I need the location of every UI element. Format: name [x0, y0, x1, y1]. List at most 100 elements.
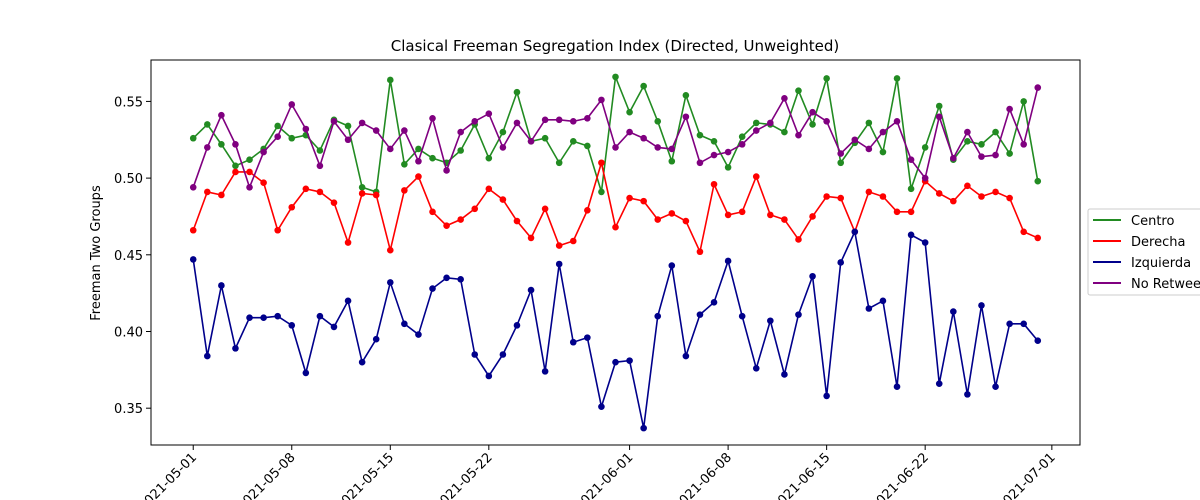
data-point	[189, 184, 197, 191]
data-point	[443, 274, 450, 282]
data-point	[837, 194, 845, 202]
data-point	[612, 144, 619, 151]
data-point	[724, 164, 732, 171]
data-point	[513, 322, 521, 329]
data-point	[584, 207, 591, 214]
data-point	[964, 182, 971, 190]
data-point	[795, 311, 802, 318]
data-point	[204, 188, 211, 196]
data-point	[344, 136, 352, 144]
data-point	[738, 312, 746, 320]
data-point	[485, 154, 493, 162]
data-point	[401, 161, 408, 168]
data-point	[541, 134, 549, 142]
data-point	[429, 208, 436, 216]
data-point	[668, 157, 676, 165]
data-point	[316, 162, 324, 170]
data-point	[246, 168, 253, 176]
data-point	[654, 312, 662, 320]
data-point	[189, 256, 197, 263]
data-point	[1006, 194, 1013, 202]
data-point	[189, 226, 197, 234]
data-point	[232, 141, 239, 148]
data-point	[1020, 228, 1027, 236]
x-tick-label: 2021-06-15	[769, 450, 833, 500]
data-point	[964, 391, 971, 398]
data-point	[865, 145, 873, 153]
data-point	[302, 185, 310, 193]
data-point	[246, 314, 253, 321]
data-point	[1020, 98, 1027, 105]
data-point	[668, 210, 676, 217]
data-point	[682, 352, 690, 360]
data-point	[471, 118, 479, 125]
data-point	[471, 205, 479, 213]
data-point	[358, 190, 366, 197]
x-tick-label: 2021-05-15	[333, 450, 397, 500]
data-point	[274, 226, 281, 234]
data-point	[401, 187, 408, 194]
data-point	[626, 108, 633, 116]
data-point	[541, 368, 549, 375]
data-point	[795, 236, 802, 243]
data-point	[274, 122, 281, 130]
data-point	[640, 134, 647, 142]
data-point	[696, 131, 704, 139]
legend-box	[1087, 208, 1200, 296]
data-point	[795, 87, 802, 94]
data-point	[513, 88, 521, 96]
data-point	[879, 297, 887, 305]
data-point	[809, 108, 816, 116]
data-point	[232, 168, 239, 176]
y-tick-label: 0.35	[114, 402, 143, 417]
data-point	[921, 174, 929, 182]
data-point	[781, 371, 788, 378]
data-point	[781, 216, 788, 223]
data-point	[865, 305, 873, 312]
data-point	[344, 239, 352, 246]
data-point	[288, 134, 296, 142]
y-tick-label: 0.45	[114, 249, 143, 264]
data-point	[654, 216, 662, 223]
data-point	[809, 272, 816, 280]
data-point	[471, 351, 479, 358]
data-point	[935, 190, 943, 197]
data-point	[372, 335, 380, 343]
data-point	[598, 96, 605, 104]
data-point	[457, 128, 464, 136]
data-point	[330, 199, 338, 206]
data-point	[837, 159, 845, 167]
data-point	[1020, 320, 1027, 328]
data-point	[569, 137, 577, 145]
data-point	[767, 317, 774, 325]
data-point	[415, 157, 422, 165]
data-point	[288, 203, 296, 211]
data-point	[555, 116, 563, 124]
series-derecha	[189, 159, 1042, 256]
data-point	[809, 121, 816, 128]
data-point	[218, 141, 225, 148]
data-point	[344, 297, 352, 305]
data-point	[204, 144, 211, 151]
data-point	[443, 222, 450, 229]
data-point	[879, 148, 887, 156]
data-point	[964, 137, 971, 145]
data-point	[992, 128, 999, 136]
data-point	[781, 95, 788, 102]
data-point	[386, 246, 394, 254]
data-point	[372, 191, 380, 199]
data-point	[865, 119, 873, 127]
data-point	[555, 159, 563, 167]
data-point	[358, 358, 366, 366]
data-point	[696, 311, 704, 318]
data-point	[513, 119, 521, 127]
data-point	[386, 145, 394, 153]
data-point	[569, 118, 577, 125]
x-tick-label: 2021-06-01	[572, 450, 636, 500]
data-point	[738, 141, 746, 148]
data-point	[555, 260, 563, 268]
data-point	[978, 193, 985, 200]
y-axis-title: Freeman Two Groups	[89, 185, 104, 321]
data-point	[316, 188, 324, 196]
